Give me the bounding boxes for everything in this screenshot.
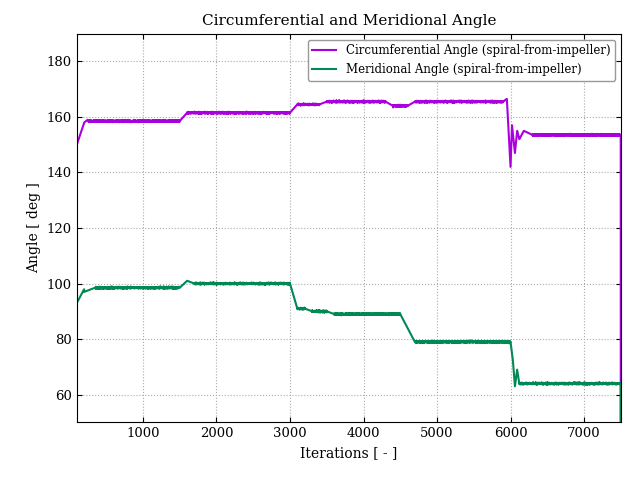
Circumferential Angle (spiral-from-impeller) <box>500 98 508 104</box>
Line: Meridional Angle (spiral-from-impeller): Meridional Angle (spiral-from-impeller) <box>70 281 621 480</box>
Circumferential Angle (spiral-from-impeller) <box>503 96 511 102</box>
Title: Circumferential and Meridional Angle: Circumferential and Meridional Angle <box>202 14 496 28</box>
Circumferential Angle (spiral-from-impeller) <box>272 110 280 116</box>
Circumferential Angle (spiral-from-impeller) <box>66 417 74 422</box>
Legend: Circumferential Angle (spiral-from-impeller), Meridional Angle (spiral-from-impe: Circumferential Angle (spiral-from-impel… <box>308 39 615 81</box>
Meridional Angle (spiral-from-impeller) <box>421 338 429 344</box>
Meridional Angle (spiral-from-impeller) <box>500 338 508 344</box>
Meridional Angle (spiral-from-impeller) <box>66 419 74 424</box>
Circumferential Angle (spiral-from-impeller) <box>615 132 623 138</box>
X-axis label: Iterations [ - ]: Iterations [ - ] <box>300 446 397 460</box>
Circumferential Angle (spiral-from-impeller) <box>421 99 429 105</box>
Meridional Angle (spiral-from-impeller) <box>272 280 280 286</box>
Line: Circumferential Angle (spiral-from-impeller): Circumferential Angle (spiral-from-impel… <box>70 99 621 480</box>
Circumferential Angle (spiral-from-impeller) <box>178 116 186 122</box>
Circumferential Angle (spiral-from-impeller) <box>184 110 191 116</box>
Meridional Angle (spiral-from-impeller) <box>178 283 186 289</box>
Meridional Angle (spiral-from-impeller) <box>184 278 191 284</box>
Meridional Angle (spiral-from-impeller) <box>183 278 191 284</box>
Meridional Angle (spiral-from-impeller) <box>615 381 623 387</box>
Y-axis label: Angle [ deg ]: Angle [ deg ] <box>27 182 41 274</box>
